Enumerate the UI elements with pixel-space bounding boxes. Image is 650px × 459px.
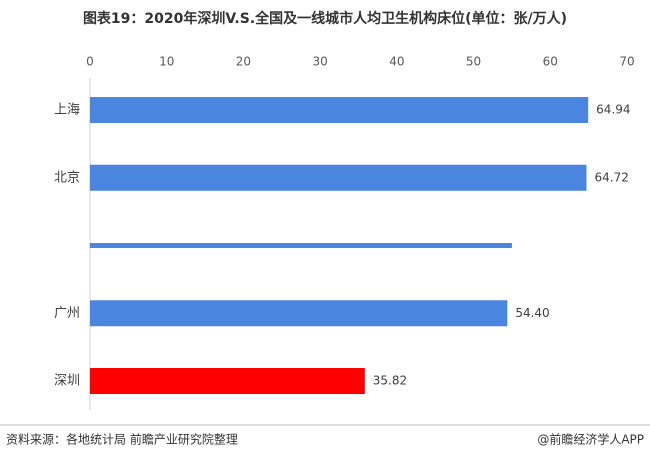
x-tick-label: 60 <box>543 55 558 69</box>
x-tick-label: 0 <box>86 55 94 69</box>
x-tick-label: 20 <box>236 55 251 69</box>
x-tick-label: 10 <box>159 55 174 69</box>
x-tick-label: 70 <box>619 55 634 69</box>
credit: @前瞻经济学人APP <box>537 432 644 447</box>
y-tick-label: 上海 <box>54 103 80 118</box>
x-tick-label: 40 <box>389 55 404 69</box>
source: 资料来源：各地统计局 前瞻产业研究院整理 <box>6 432 238 447</box>
bar <box>90 300 508 327</box>
value-label: 54.40 <box>515 306 549 320</box>
value-label: 64.94 <box>596 103 630 117</box>
value-label: 64.72 <box>594 170 628 184</box>
bar <box>90 97 589 123</box>
bar <box>90 243 512 248</box>
bar <box>90 368 365 394</box>
y-tick-label: 北京 <box>54 170 80 185</box>
y-tick-label: 深圳 <box>54 374 80 389</box>
bar <box>90 164 587 191</box>
chart-title: 图表19：2020年深圳V.S.全国及一线城市人均卫生机构床位(单位：张/万人) <box>83 10 567 27</box>
x-tick-label: 30 <box>313 55 328 69</box>
value-label: 35.82 <box>373 374 407 388</box>
y-tick-label: 广州 <box>54 306 80 321</box>
x-tick-label: 50 <box>466 55 481 69</box>
